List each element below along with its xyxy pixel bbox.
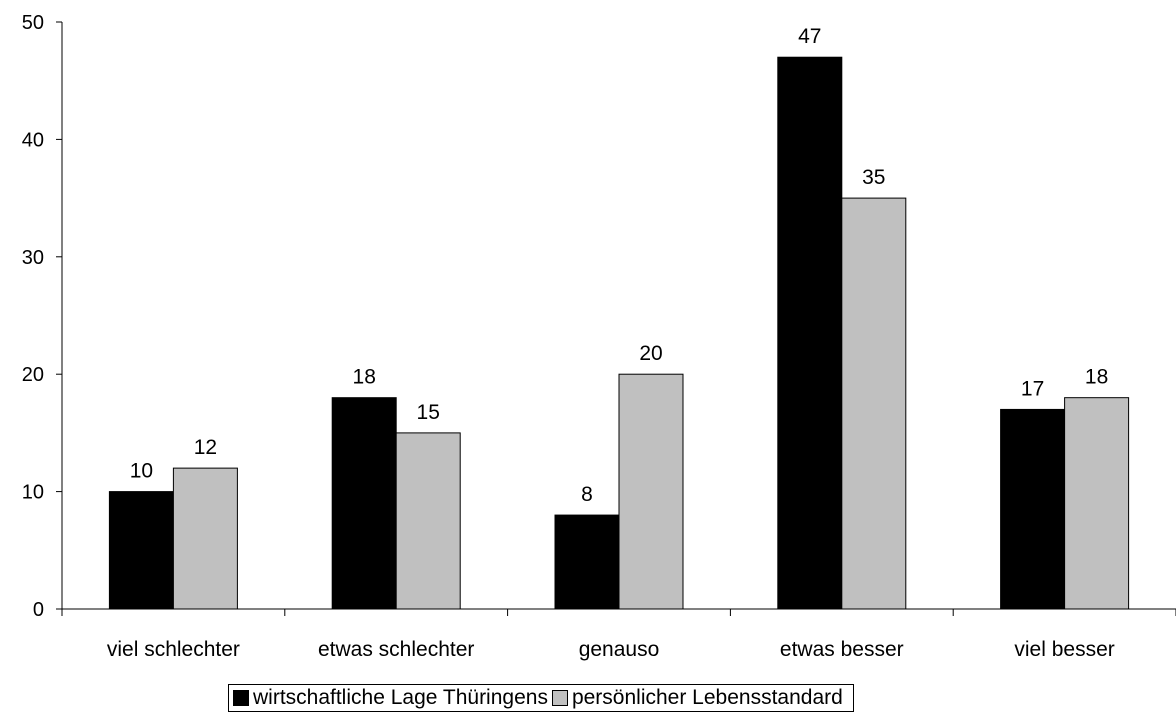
data-label: 18 [1085,366,1108,389]
y-tick-label: 50 [22,12,44,34]
data-label: 15 [417,401,440,424]
bar [1000,408,1066,610]
bar [841,197,907,610]
data-labels: 10 18 8 47 17 12 15 20 35 18 [130,25,1109,506]
x-axis: viel schlechter etwas schlechter genauso et… [61,608,1176,661]
bars [108,56,1130,610]
legend-swatch-series-1 [233,690,249,706]
bar [395,432,461,610]
bar-chart: 0 10 20 30 40 50 viel schlechter etwas schlech… [22,12,1176,661]
legend-item-series-2: persönlicher Lebensstandard [551,686,843,710]
bar [108,491,174,610]
y-tick-label: 40 [22,129,44,151]
bar [331,397,397,610]
data-label: 47 [798,25,821,48]
legend-label-series-2: persönlicher Lebensstandard [571,686,843,709]
legend-swatch-series-2 [551,690,568,706]
bar [172,467,238,610]
x-category-label: etwas besser [780,638,904,661]
x-category-label: etwas schlechter [318,638,474,661]
data-label: 10 [130,460,153,483]
legend: wirtschaftliche Lage Thüringens persönli… [228,684,854,712]
data-label: 18 [353,366,376,389]
bar [618,373,684,610]
bar [777,56,843,610]
bar [554,514,620,610]
data-label: 12 [194,436,217,459]
legend-label-series-1: wirtschaftliche Lage Thüringens [253,686,548,709]
y-tick-label: 30 [22,247,44,269]
legend-item-series-1: wirtschaftliche Lage Thüringens [233,686,548,710]
y-tick-label: 0 [33,599,44,621]
y-tick-label: 20 [22,364,44,386]
y-tick-label: 10 [22,482,44,504]
x-category-label: viel schlechter [107,638,240,661]
bar [1064,397,1130,610]
data-label: 35 [862,166,885,189]
data-label: 17 [1021,377,1044,400]
x-category-label: viel besser [1014,638,1114,661]
data-label: 20 [639,342,662,365]
data-label: 8 [581,483,593,506]
x-category-label: genauso [579,638,660,661]
y-axis: 0 10 20 30 40 50 [22,12,63,621]
